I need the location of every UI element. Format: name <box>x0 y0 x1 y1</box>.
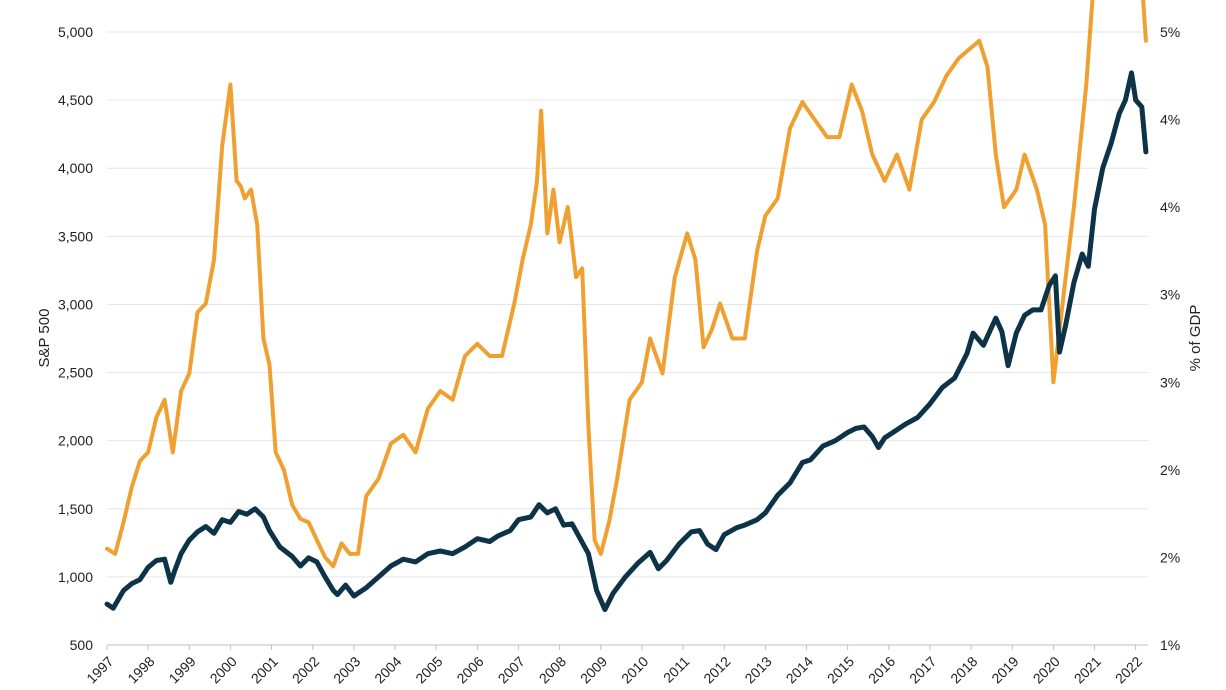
x-tick-label: 2022 <box>1112 653 1145 686</box>
right-axis-ticks: 1% 2% 2% 3% 3% 4% 4% 5% <box>1160 24 1180 653</box>
left-tick-label: 1,000 <box>58 569 93 585</box>
series-layer <box>104 0 1149 613</box>
x-tick-label: 1998 <box>124 653 157 686</box>
x-tick-label: 2008 <box>536 653 569 686</box>
x-axis-ticks: 1997 1998 1999 2000 2001 2002 2003 2004 2005 2006… <box>83 645 1145 687</box>
x-tick-label: 2000 <box>207 653 240 686</box>
left-tick-label: 1,500 <box>58 501 93 517</box>
x-tick-label: 2010 <box>618 653 651 686</box>
left-tick-label: 5,000 <box>58 24 93 40</box>
left-tick-label: 2,500 <box>58 365 93 381</box>
right-tick-label: 1% <box>1160 637 1180 653</box>
right-tick-label: 3% <box>1160 287 1180 303</box>
x-tick-label: 1999 <box>165 653 198 686</box>
x-tick-label: 2020 <box>1029 653 1062 686</box>
x-tick-label: 2019 <box>988 653 1021 686</box>
x-tick-label: 2001 <box>248 653 281 686</box>
x-tick-label: 2016 <box>865 653 898 686</box>
x-tick-label: 2017 <box>906 653 939 686</box>
left-axis-title: S&P 500 <box>36 309 53 368</box>
x-tick-label: 2011 <box>660 653 693 686</box>
x-tick-label: 2013 <box>741 653 774 686</box>
right-tick-label: 2% <box>1160 549 1180 565</box>
x-tick-label: 2018 <box>947 653 980 686</box>
right-axis-title: % of GDP <box>1187 305 1204 372</box>
series-line-pct-gdp <box>105 0 1148 569</box>
gridlines <box>107 31 1148 646</box>
left-tick-label: 4,500 <box>58 92 93 108</box>
x-tick-label: 2007 <box>495 653 528 686</box>
x-tick-label: 2004 <box>371 653 404 686</box>
x-tick-label: 1997 <box>83 653 116 686</box>
x-tick-label: 2003 <box>330 653 363 686</box>
right-tick-label: 4% <box>1160 199 1180 215</box>
left-tick-label: 500 <box>70 637 94 653</box>
series-line-sp500 <box>104 70 1149 613</box>
x-tick-label: 2021 <box>1071 653 1104 686</box>
left-tick-label: 3,000 <box>58 296 93 312</box>
right-tick-label: 5% <box>1160 24 1180 40</box>
x-tick-label: 2014 <box>783 653 816 686</box>
left-tick-label: 4,000 <box>58 160 93 176</box>
x-tick-label: 2002 <box>289 653 322 686</box>
x-tick-label: 2006 <box>453 653 486 686</box>
left-axis-ticks: 500 1,000 1,500 2,000 2,500 3,000 3,500 4,000 4,… <box>58 24 93 653</box>
right-tick-label: 3% <box>1160 374 1180 390</box>
left-tick-label: 2,000 <box>58 433 93 449</box>
x-tick-label: 2015 <box>824 653 857 686</box>
right-tick-label: 2% <box>1160 462 1180 478</box>
x-tick-label: 2012 <box>700 653 733 686</box>
left-tick-label: 3,500 <box>58 228 93 244</box>
right-tick-label: 4% <box>1160 112 1180 128</box>
x-tick-label: 2009 <box>577 653 610 686</box>
x-tick-label: 2005 <box>412 653 445 686</box>
